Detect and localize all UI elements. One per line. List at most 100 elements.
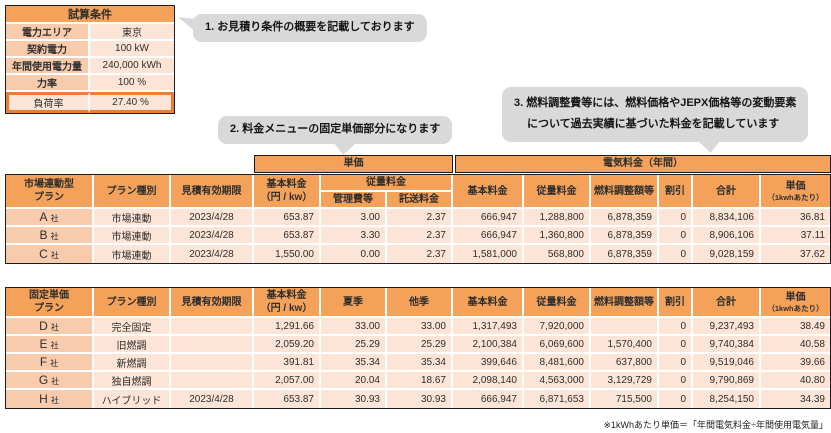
col-header-plan: 固定単価 プラン: [6, 288, 94, 318]
fixed-price-body: D 社完全固定 1,291.66 33.00 33.00 1,317,493 7,920,0…: [6, 318, 830, 408]
callout-3-text-line1: 3. 燃料調整費等には、燃料価格やJEPX価格等の変動要素: [514, 97, 797, 109]
data-cell: 0: [659, 336, 693, 354]
data-cell: 18.67: [387, 372, 453, 390]
data-cell: 3.30: [321, 227, 387, 245]
col-header-discount: 割引: [659, 288, 693, 318]
company-suffix: 社: [50, 396, 59, 405]
data-cell: 9,740,384: [693, 336, 761, 354]
data-cell: ハイブリッド: [94, 390, 171, 408]
conditions-row: 年間使用電力量 240,000 kWh: [6, 58, 174, 75]
conditions-body: 電力エリア 東京 契約電力 100 kW 年間使用電力量 240,000 kWh 力率 100…: [6, 24, 174, 113]
col-header-summer: 夏季: [321, 288, 387, 318]
company-letter: H: [39, 392, 48, 406]
data-cell: 9,790,869: [693, 372, 761, 390]
table1-header-row1: 市場連動型 プラン プラン種別 見積有効期限 基本料金 （円 / kw） 従量料…: [6, 175, 830, 209]
data-cell: 0: [659, 318, 693, 336]
basic-unit-line1: 基本料金: [266, 290, 307, 301]
plan-title-line2: プラン: [34, 192, 64, 203]
data-cell: 653.87: [254, 209, 321, 227]
data-cell: 0: [659, 245, 693, 263]
callout-2-text: 2. 料金メニューの固定単価部分になります: [230, 123, 441, 135]
data-cell: 3,129,729: [591, 372, 659, 390]
data-cell: [171, 372, 254, 390]
data-cell: 市場連動: [94, 227, 171, 245]
condition-label: 年間使用電力量: [6, 58, 90, 75]
table-row: E 社旧燃調 2,059.20 25.29 25.29 2,100,384 6,069,60…: [6, 336, 830, 354]
company-letter: A: [39, 210, 48, 224]
company-suffix: 社: [50, 232, 59, 241]
data-cell: 2.37: [387, 227, 453, 245]
col-header-validity: 見積有効期限: [171, 175, 254, 209]
data-cell: 568,800: [524, 245, 591, 263]
data-cell: 399,646: [453, 354, 524, 372]
data-cell: 4,563,000: [524, 372, 591, 390]
col-header-other-season: 他季: [387, 288, 453, 318]
condition-value: 100 kW: [90, 41, 174, 58]
col-header-unit-price: 単価 （1kwhあたり）: [761, 175, 830, 209]
callout-2: 2. 料金メニューの固定単価部分になります: [218, 116, 453, 155]
company-suffix: 社: [50, 359, 59, 368]
data-cell: 8,906,106: [693, 227, 761, 245]
plan-title-line1: 市場連動型: [24, 179, 74, 190]
data-cell: 30.93: [387, 390, 453, 408]
data-cell: 市場連動: [94, 245, 171, 263]
condition-value: 240,000 kWh: [90, 58, 174, 75]
col-header-basic-unit: 基本料金 （円 / kw）: [254, 175, 321, 209]
unit-price-line1: 単価: [785, 292, 806, 303]
condition-label: 力率: [6, 75, 90, 92]
conditions-row: 電力エリア 東京: [6, 24, 174, 41]
data-cell: 9,237,493: [693, 318, 761, 336]
col-header-total: 合計: [693, 175, 761, 209]
company-suffix: 社: [50, 323, 59, 332]
data-cell: 2023/4/28: [171, 209, 254, 227]
conditions-row: 契約電力 100 kW: [6, 41, 174, 58]
col-header-fuel-adjustment: 燃料調整額等: [591, 288, 659, 318]
data-cell: 旧燃調: [94, 336, 171, 354]
data-cell: 7,920,000: [524, 318, 591, 336]
basic-unit-line2: （円 / kw）: [260, 192, 313, 203]
data-cell: 2,057.00: [254, 372, 321, 390]
group-header-spacer: [5, 155, 254, 173]
data-cell: 9,519,046: [693, 354, 761, 372]
data-cell: 6,878,359: [591, 209, 659, 227]
callout-1: 1. お見積り条件の概要を記載しております: [178, 14, 427, 42]
group-header-strip: 単価 電気料金（年間）: [5, 155, 831, 173]
data-cell: 1,360,800: [524, 227, 591, 245]
table-row: B 社市場連動 2023/4/28 653.87 3.30 2.37 666,947 1,36…: [6, 227, 830, 245]
condition-label: 電力エリア: [6, 24, 90, 41]
data-cell: 2023/4/28: [171, 227, 254, 245]
condition-value: 27.40 %: [90, 92, 174, 113]
callout-3: 3. 燃料調整費等には、燃料価格やJEPX価格等の変動要素 について過去実績に基…: [502, 87, 809, 153]
data-cell: 2,100,384: [453, 336, 524, 354]
data-cell: 666,947: [453, 390, 524, 408]
data-cell: 1,317,493: [453, 318, 524, 336]
data-cell: 6,878,359: [591, 227, 659, 245]
col-header-annual-volume: 従量料金: [524, 288, 591, 318]
data-cell: 391.81: [254, 354, 321, 372]
company-suffix: 社: [51, 377, 60, 386]
company-letter: G: [38, 373, 49, 387]
col-header-plan: 市場連動型 プラン: [6, 175, 94, 209]
table2-header-row: 固定単価 プラン プラン種別 見積有効期限 基本料金 （円 / kw） 夏季 他…: [6, 288, 830, 318]
company-suffix: 社: [50, 341, 59, 350]
data-cell: 6,878,359: [591, 245, 659, 263]
fixed-price-table: 固定単価 プラン プラン種別 見積有効期限 基本料金 （円 / kw） 夏季 他…: [5, 287, 831, 409]
table-row: C 社市場連動 2023/4/28 1,550.00 0.00 2.37 1,581,000…: [6, 245, 830, 263]
basic-unit-line2: （円 / kw）: [260, 303, 313, 314]
company-suffix: 社: [50, 214, 59, 223]
data-cell: 35.34: [321, 354, 387, 372]
data-cell: 1,291.66: [254, 318, 321, 336]
data-cell: 666,947: [453, 209, 524, 227]
data-cell: 25.29: [387, 336, 453, 354]
col-header-volume-group: 従量料金: [321, 175, 453, 192]
data-cell: 36.81: [761, 209, 830, 227]
company-letter: E: [39, 337, 48, 351]
condition-label: 負荷率: [6, 92, 90, 113]
data-cell: 6,871,653: [524, 390, 591, 408]
company-letter: F: [39, 355, 48, 369]
footnote: ※1kWhあたり単価＝「年間電気料金÷年間使用電気量」: [603, 420, 829, 430]
